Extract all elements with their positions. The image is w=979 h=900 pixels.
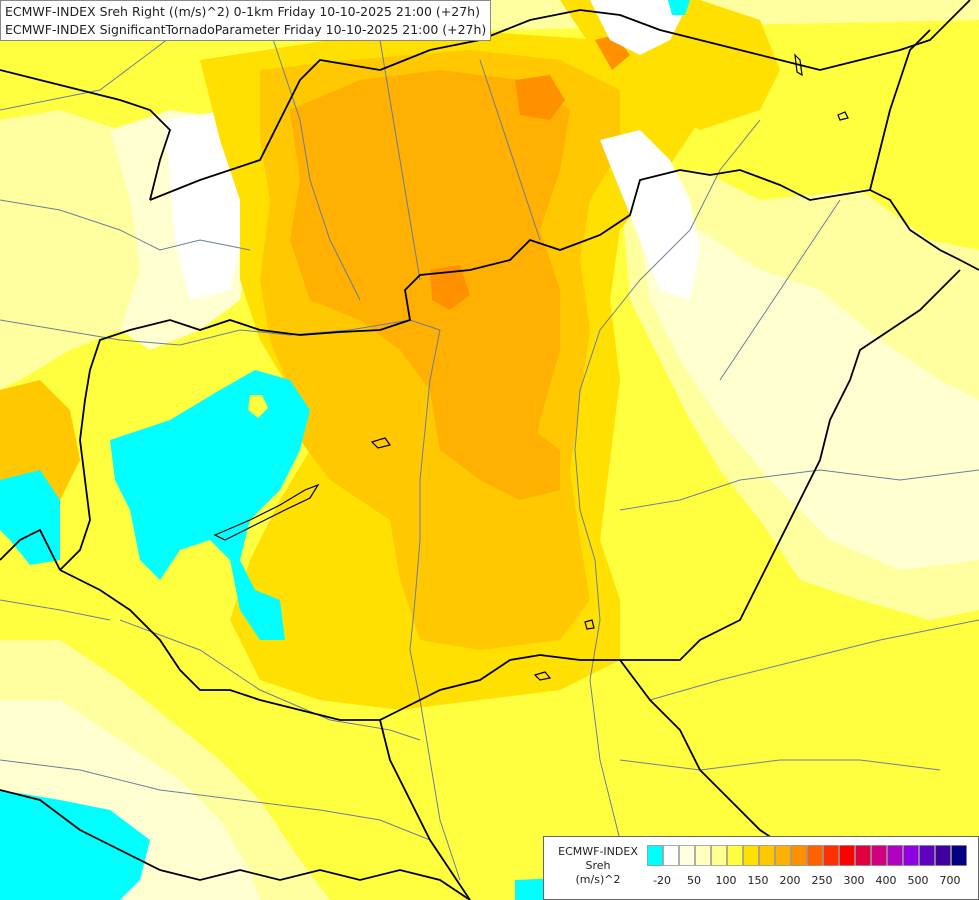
legend-swatch xyxy=(647,845,663,866)
legend-label: 500 xyxy=(907,874,929,887)
legend-swatch xyxy=(823,845,839,866)
color-legend: ECMWF-INDEX Sreh (m/s)^2 -20 50 100 150 200 2… xyxy=(543,836,979,900)
legend-label: 250 xyxy=(811,874,833,887)
legend-labels: -20 50 100 150 200 250 300 400 500 700 xyxy=(544,874,979,888)
legend-label: 100 xyxy=(715,874,737,887)
field-cyan-lake xyxy=(110,370,310,640)
legend-swatch xyxy=(887,845,903,866)
legend-swatch xyxy=(839,845,855,866)
legend-swatch xyxy=(711,845,727,866)
legend-swatch xyxy=(743,845,759,866)
legend-swatch xyxy=(791,845,807,866)
border-hungary-south xyxy=(59,569,620,721)
legend-label: -20 xyxy=(653,874,671,887)
border-croatia xyxy=(379,719,471,900)
border-south-west xyxy=(0,789,241,881)
legend-swatch xyxy=(679,845,695,866)
legend-swatch xyxy=(759,845,775,866)
field-cyan-ne xyxy=(668,0,690,15)
river-drava xyxy=(119,619,421,741)
legend-title-line-2: Sreh xyxy=(585,859,611,872)
lake-small-2 xyxy=(794,53,803,77)
legend-swatch xyxy=(775,845,791,866)
legend-swatch xyxy=(855,845,871,866)
field-cyan-sw xyxy=(0,790,150,900)
border-south xyxy=(239,869,471,900)
river-south-east xyxy=(619,759,941,771)
legend-title-line-3: (m/s)^2 xyxy=(575,873,621,886)
legend-swatch xyxy=(919,845,935,866)
river-sw-1 xyxy=(0,599,111,621)
field-deep-orange-1 xyxy=(515,75,565,120)
map-title-box: ECMWF-INDEX Sreh Right ((m/s)^2) 0-1km F… xyxy=(0,0,492,41)
river-nw-1 xyxy=(0,29,181,111)
river-east-1 xyxy=(619,469,979,511)
field-deep-orange-2 xyxy=(430,265,470,310)
lake-small-3 xyxy=(837,111,849,121)
legend-label: 150 xyxy=(747,874,769,887)
river-danube-south xyxy=(409,329,461,881)
legend-label: 400 xyxy=(875,874,897,887)
legend-swatch xyxy=(695,845,711,866)
field-orange-2 xyxy=(470,420,560,500)
river-north-3 xyxy=(479,59,541,241)
legend-swatch xyxy=(663,845,679,866)
river-sava xyxy=(0,759,431,841)
legend-swatch xyxy=(727,845,743,866)
legend-label: 300 xyxy=(843,874,865,887)
legend-label: 200 xyxy=(779,874,801,887)
rivers xyxy=(0,0,979,881)
legend-swatch xyxy=(807,845,823,866)
border-hungary-west xyxy=(59,319,261,571)
lake-small-1 xyxy=(370,437,392,449)
river-west-1 xyxy=(0,199,251,251)
border-ne-1 xyxy=(869,29,931,191)
legend-label: 700 xyxy=(939,874,961,887)
border-west-2 xyxy=(0,528,61,571)
river-north-1 xyxy=(259,0,361,301)
legend-swatch xyxy=(951,845,967,866)
river-ne-1 xyxy=(719,199,841,381)
border-west-1 xyxy=(0,69,172,201)
legend-swatch xyxy=(935,845,951,866)
legend-title: ECMWF-INDEX Sreh (m/s)^2 xyxy=(550,845,646,887)
river-north-2 xyxy=(379,39,421,281)
field-paler-east xyxy=(640,230,979,570)
field-orange xyxy=(290,70,570,480)
border-serbia-romania xyxy=(619,659,791,851)
legend-label: 50 xyxy=(687,874,701,887)
legend-swatch xyxy=(871,845,887,866)
legend-color-scale xyxy=(647,845,967,866)
lakes xyxy=(213,53,849,681)
title-line-1: ECMWF-INDEX Sreh Right ((m/s)^2) 0-1km F… xyxy=(5,4,480,19)
border-hungary-north xyxy=(259,169,979,336)
title-line-2: ECMWF-INDEX SignificantTornadoParameter … xyxy=(5,22,487,37)
lake-small-4 xyxy=(533,671,552,681)
legend-swatch xyxy=(903,845,919,866)
field-pale-hole xyxy=(248,395,268,418)
river-danube-west xyxy=(0,319,441,346)
river-tisza xyxy=(574,119,761,841)
border-slovakia-north xyxy=(149,0,971,201)
lake-balaton xyxy=(213,483,320,541)
lake-small-5 xyxy=(584,619,595,630)
river-east-2 xyxy=(649,619,979,701)
border-hungary-east xyxy=(620,269,961,661)
field-white-ne xyxy=(600,130,700,300)
legend-title-line-1: ECMWF-INDEX xyxy=(558,845,638,858)
